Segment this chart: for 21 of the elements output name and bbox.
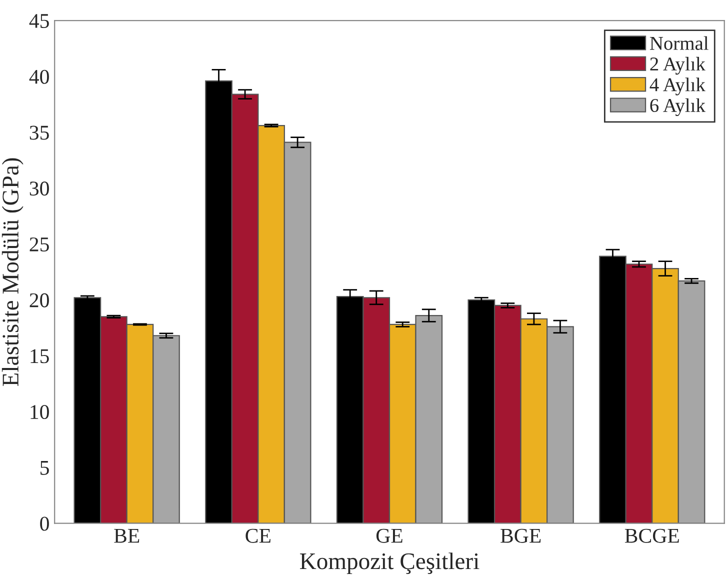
x-tick-label: BE <box>114 528 140 543</box>
y-tick-label: 45 <box>29 14 49 28</box>
y-tick-label: 20 <box>30 293 49 308</box>
legend-label: 6 Aylık <box>650 98 706 116</box>
x-tick-label: GE <box>376 528 402 543</box>
y-tick-label: 10 <box>30 404 49 420</box>
y-tick-label: 35 <box>30 126 49 140</box>
y-tick-label: 25 <box>30 237 49 252</box>
x-tick-label: CE <box>246 528 270 543</box>
legend-label: Normal <box>650 36 708 50</box>
y-axis-title: Elastisite Modülü (GPa) <box>2 158 24 386</box>
y-tick-label: 40 <box>29 70 49 84</box>
y-tick-label: 30 <box>30 182 49 196</box>
x-tick-label: BGE <box>500 528 541 543</box>
y-tick-label: 0 <box>40 516 49 531</box>
y-tick-label: 15 <box>30 349 49 364</box>
x-axis-title: Kompozit Çeşitleri <box>300 552 480 574</box>
y-tick-label: 5 <box>40 461 49 475</box>
x-tick-label: BCGE <box>624 528 679 543</box>
legend-label: 2 Aylık <box>650 56 706 75</box>
legend-label: 4 Aylık <box>650 78 706 96</box>
